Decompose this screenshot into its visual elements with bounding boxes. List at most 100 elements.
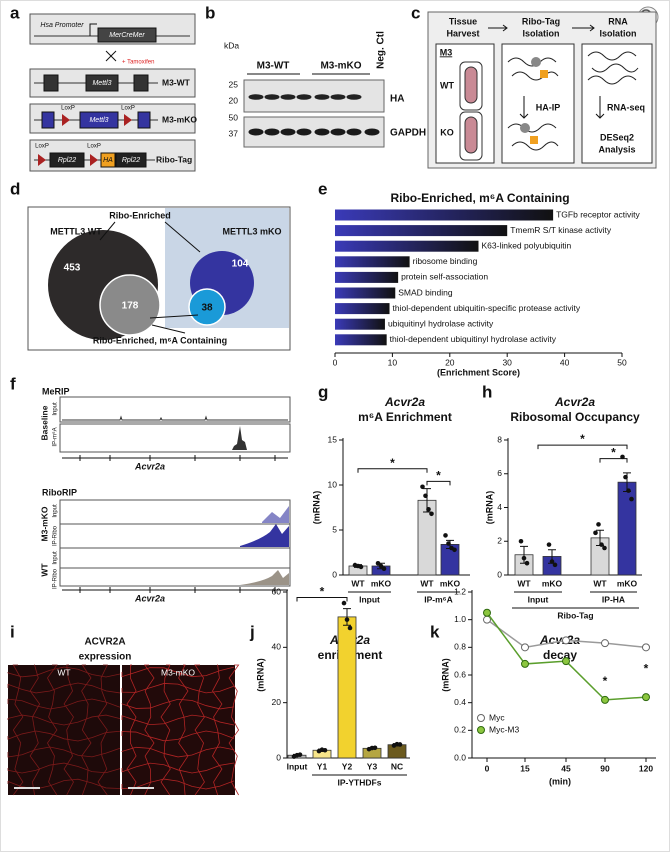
venn-set-label: METTL3 mKO <box>222 226 281 236</box>
track-name: Input <box>53 504 59 518</box>
tissue <box>464 116 478 154</box>
loxp-label: LoxP <box>121 106 135 112</box>
data-point <box>549 559 555 564</box>
x-axis-label: (min) <box>549 776 571 786</box>
genotype-label: WT <box>440 80 454 90</box>
signal <box>240 570 289 585</box>
x-tick-label: Y2 <box>342 761 353 771</box>
cell-border <box>160 664 171 796</box>
loxp-site <box>90 154 98 166</box>
cell-border <box>7 730 121 742</box>
x-tick-label: Y3 <box>367 761 378 771</box>
method-label: RNA-seq <box>607 102 645 112</box>
chart-title: Acvr2a <box>554 395 595 409</box>
data-point <box>521 643 529 652</box>
data-point <box>546 542 552 547</box>
chart-subtitle: Ribosomal Occupancy <box>510 410 640 424</box>
data-point <box>423 493 428 499</box>
marker-label: 25 <box>229 79 239 89</box>
band <box>330 128 346 136</box>
loxp-label: LoxP <box>35 144 49 150</box>
panel-label: d <box>10 179 20 198</box>
x-tick-label: mKO <box>617 578 638 588</box>
gene-box <box>97 27 157 43</box>
signal <box>262 506 289 523</box>
panel-label: e <box>318 179 327 198</box>
loxp-site <box>124 114 132 126</box>
data-point <box>381 566 387 571</box>
treatment-label: + Tamoxifen <box>122 60 154 66</box>
band <box>264 94 280 100</box>
y-tick-label: 0 <box>332 569 337 579</box>
track-name: IP-Ribo <box>53 568 59 589</box>
cell-border <box>7 682 121 694</box>
cell-borders <box>7 664 240 796</box>
significance-bracket <box>357 468 428 473</box>
data-point <box>452 547 457 553</box>
cell-border <box>121 746 235 758</box>
step-label: Harvest <box>446 28 479 38</box>
panel-label: k <box>430 622 440 641</box>
data-point <box>626 488 631 493</box>
exon <box>137 111 151 129</box>
data-point <box>297 752 303 757</box>
cell-border <box>144 664 155 796</box>
panel-i: ACVR2A expression WT M3-mKO <box>7 637 240 796</box>
x-tick-label: WT <box>351 578 365 588</box>
group-caption: Ribo-Tag <box>557 610 593 620</box>
band <box>330 94 346 100</box>
data-point <box>341 600 347 606</box>
panel-label: h <box>482 382 492 401</box>
cell-border <box>63 664 74 796</box>
cell-border <box>29 664 41 796</box>
data-point <box>443 533 448 538</box>
bands <box>248 94 380 136</box>
data-point <box>620 454 625 460</box>
bar <box>335 303 390 315</box>
band <box>296 94 312 100</box>
cell-border <box>7 762 121 774</box>
track-name: Input <box>53 551 59 565</box>
panel-c: Tissue Harvest Ribo-Tag Isolation RNA Is… <box>427 11 657 169</box>
x-tick-label: NC <box>391 761 403 771</box>
y-tick-label: 0.4 <box>454 697 466 707</box>
tissue <box>464 66 478 104</box>
ribosome <box>531 57 541 67</box>
cell-border <box>12 664 24 796</box>
y-tick-label: 8 <box>497 434 502 444</box>
track-group: M3-mKO <box>39 506 49 541</box>
track <box>59 547 291 569</box>
cell-border <box>178 664 189 796</box>
significance-label: * <box>611 446 616 460</box>
data-point <box>521 659 529 668</box>
loxp-label: LoxP <box>87 144 101 150</box>
significance-label: * <box>603 674 608 688</box>
cell-border <box>212 664 223 796</box>
track <box>59 567 291 587</box>
cell-border <box>121 730 235 742</box>
y-tick-label: 6 <box>497 468 502 478</box>
gene-label: Mettl3 <box>89 117 108 124</box>
y-tick-label: 0 <box>276 752 281 762</box>
legend-marker <box>477 726 485 734</box>
loxp-site <box>62 114 70 126</box>
band <box>248 128 264 136</box>
panel-title: ACVR2A <box>84 637 125 648</box>
track <box>59 396 291 423</box>
significance-label: * <box>320 585 325 599</box>
x-tick-label: WT <box>517 578 531 588</box>
significance-label: * <box>644 662 649 676</box>
track-name: IP-Ribo <box>53 525 59 546</box>
x-tick-label: 50 <box>617 357 627 367</box>
track-section: MeRIP <box>42 386 70 396</box>
significance-label: * <box>580 432 585 446</box>
group-label: IP-YTHDFs <box>338 777 382 787</box>
data-point <box>347 625 353 631</box>
venn-count: 453 <box>64 263 81 274</box>
x-tick-label: 40 <box>560 357 570 367</box>
y-axis-label: (mRNA) <box>255 658 265 692</box>
step-label: Tissue <box>449 16 477 26</box>
group-label: M3-WT <box>257 61 290 72</box>
tag <box>100 152 116 168</box>
cell-border <box>121 714 235 726</box>
